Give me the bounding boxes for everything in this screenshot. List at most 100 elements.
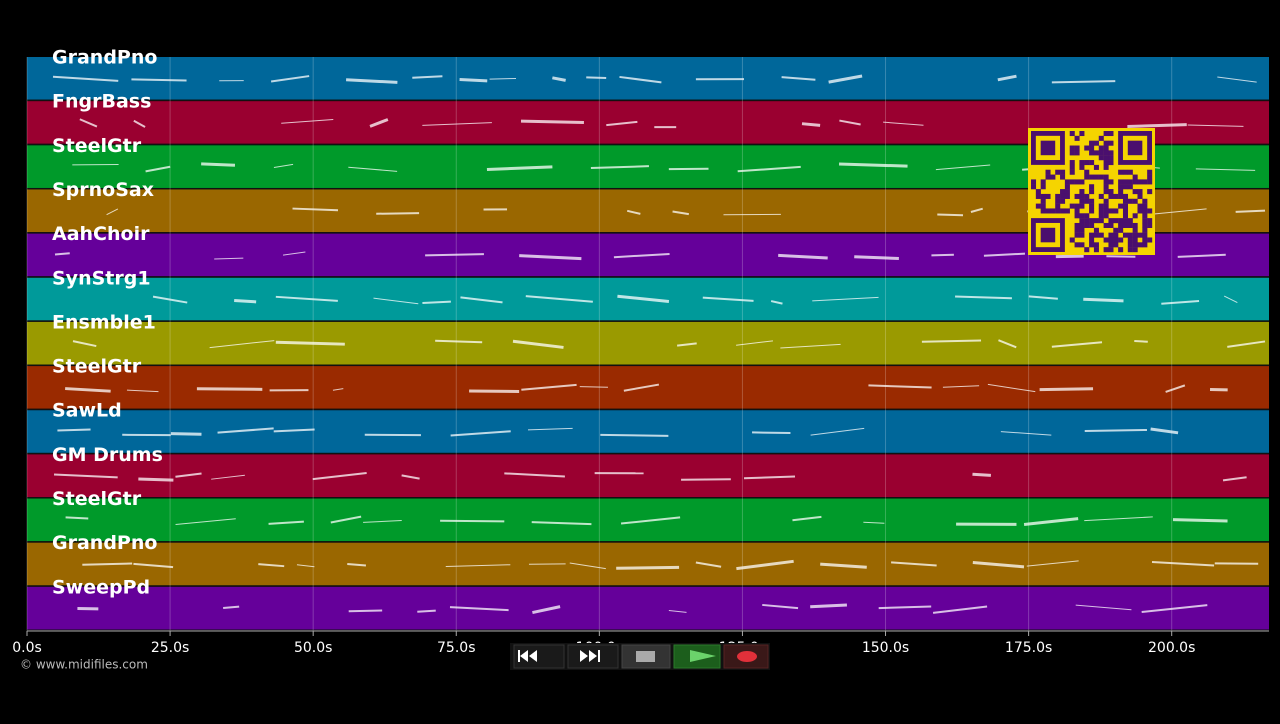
qr-cell xyxy=(1084,160,1089,165)
qr-cell xyxy=(1079,233,1084,238)
qr-cell xyxy=(1104,141,1109,146)
qr-cell xyxy=(1089,242,1094,247)
note-streak xyxy=(616,567,679,568)
qr-cell xyxy=(1113,228,1118,233)
qr-cell xyxy=(1079,199,1084,204)
tick-label: 25.0s xyxy=(151,640,189,656)
qr-cell xyxy=(1104,208,1109,213)
note-streak xyxy=(922,341,981,342)
qr-cell xyxy=(1108,242,1113,247)
track-row xyxy=(27,410,1269,453)
qr-cell xyxy=(1108,247,1113,252)
qr-cell xyxy=(1118,218,1123,223)
note-streak xyxy=(1173,520,1228,521)
qr-cell xyxy=(1133,233,1138,238)
note-streak xyxy=(55,253,70,254)
qr-cell xyxy=(1089,233,1094,238)
qr-cell xyxy=(1113,208,1118,213)
note-streak xyxy=(131,79,186,80)
qr-cell xyxy=(1089,150,1094,155)
qr-cell xyxy=(1075,223,1080,228)
qr-cell xyxy=(1118,237,1123,242)
qr-cell xyxy=(1104,184,1109,189)
qr-cell xyxy=(1089,223,1094,228)
qr-cell xyxy=(1099,213,1104,218)
play-button[interactable] xyxy=(674,645,720,668)
qr-cell xyxy=(1104,247,1109,252)
note-streak xyxy=(138,479,173,480)
track-row xyxy=(27,543,1269,586)
qr-cell xyxy=(1108,150,1113,155)
qr-cell xyxy=(1147,175,1152,180)
tick-label: 175.0s xyxy=(1005,640,1052,656)
rewind-button[interactable] xyxy=(514,645,564,668)
forward-button[interactable] xyxy=(568,645,618,668)
qr-cell xyxy=(1147,208,1152,213)
qr-cell xyxy=(1094,228,1099,233)
qr-cell xyxy=(1060,199,1065,204)
qr-cell xyxy=(1104,223,1109,228)
qr-cell xyxy=(1123,179,1128,184)
track-row xyxy=(27,454,1269,497)
record-button[interactable] xyxy=(724,645,768,668)
qr-code xyxy=(1028,128,1155,255)
qr-cell xyxy=(1104,179,1109,184)
qr-cell xyxy=(1094,233,1099,238)
qr-cell xyxy=(1113,242,1118,247)
qr-cell xyxy=(1075,179,1080,184)
qr-cell xyxy=(1099,155,1104,160)
stop-button[interactable] xyxy=(622,645,670,668)
qr-cell xyxy=(1133,199,1138,204)
note-streak xyxy=(810,605,847,607)
qr-cell xyxy=(1075,136,1080,141)
tick-label: 0.0s xyxy=(12,640,42,656)
qr-cell xyxy=(1060,175,1065,180)
qr-cell xyxy=(1123,199,1128,204)
note-streak xyxy=(197,389,262,390)
qr-cell xyxy=(1079,194,1084,199)
qr-cell xyxy=(1118,184,1123,189)
qr-cell xyxy=(1147,179,1152,184)
qr-cell xyxy=(1118,170,1123,175)
note-streak xyxy=(422,302,450,303)
qr-cell xyxy=(1079,242,1084,247)
note-streak xyxy=(276,342,345,344)
qr-cell xyxy=(1089,208,1094,213)
qr-cell xyxy=(1079,213,1084,218)
qr-cell xyxy=(1142,218,1147,223)
qr-cell xyxy=(1084,175,1089,180)
note-streak xyxy=(201,164,235,165)
qr-cell xyxy=(1084,218,1089,223)
qr-cell xyxy=(1089,184,1094,189)
track-label: SynStrg1 xyxy=(52,267,151,289)
qr-cell xyxy=(1055,208,1060,213)
qr-cell xyxy=(1094,165,1099,170)
qr-cell xyxy=(1147,189,1152,194)
qr-cell xyxy=(1041,199,1046,204)
track-label: SweepPd xyxy=(52,576,150,598)
track-label: SprnoSax xyxy=(52,179,154,201)
qr-cell xyxy=(1147,223,1152,228)
qr-finder xyxy=(1128,141,1143,156)
footer-credit: © www.midifiles.com xyxy=(20,658,148,672)
qr-cell xyxy=(1094,175,1099,180)
note-streak xyxy=(752,432,790,433)
note-streak xyxy=(521,121,584,122)
qr-cell xyxy=(1108,179,1113,184)
qr-cell xyxy=(1113,233,1118,238)
qr-cell xyxy=(1142,204,1147,209)
qr-cell xyxy=(1128,170,1133,175)
qr-cell xyxy=(1147,170,1152,175)
track-label: AahChoir xyxy=(52,223,150,245)
qr-cell xyxy=(1113,237,1118,242)
qr-cell xyxy=(1094,247,1099,252)
qr-cell xyxy=(1099,146,1104,151)
note-streak xyxy=(1085,430,1147,431)
note-streak xyxy=(234,300,256,301)
qr-cell xyxy=(1050,208,1055,213)
qr-cell xyxy=(1118,189,1123,194)
track-label: GrandPno xyxy=(52,47,157,69)
note-streak xyxy=(223,607,239,608)
qr-cell xyxy=(1137,204,1142,209)
qr-cell xyxy=(1075,150,1080,155)
